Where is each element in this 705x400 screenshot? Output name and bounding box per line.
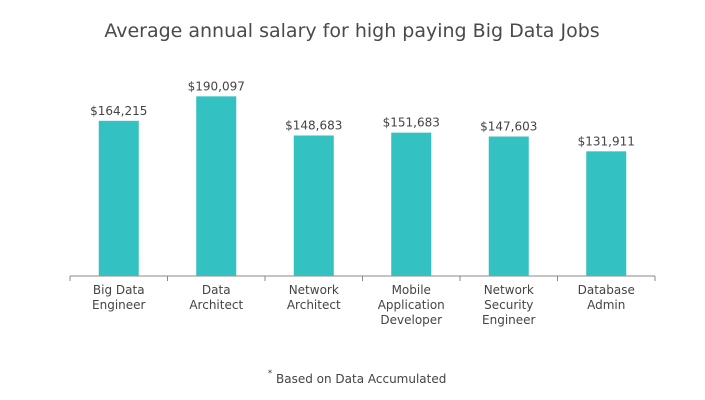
footnote-marker: * <box>268 369 273 379</box>
x-tick-label: Mobile Application Developer <box>378 283 445 327</box>
value-label: $151,683 <box>383 116 440 130</box>
x-tick-label: Network Architect <box>287 283 341 312</box>
x-tick-label: Network Security Engineer <box>482 283 536 327</box>
bar <box>488 136 529 276</box>
value-label: $148,683 <box>285 118 342 132</box>
x-tick-label: Big Data Engineer <box>92 283 146 312</box>
bar <box>293 135 334 276</box>
chart-title: Average annual salary for high paying Bi… <box>104 20 599 42</box>
value-label: $190,097 <box>188 79 245 93</box>
value-label: $147,603 <box>480 120 537 134</box>
footnote: Based on Data Accumulated <box>276 372 446 386</box>
bar <box>586 151 627 276</box>
bar <box>196 96 237 276</box>
x-tick-label: Database Admin <box>578 283 635 312</box>
value-label: $164,215 <box>90 104 147 118</box>
bar <box>391 132 432 276</box>
bar <box>98 120 139 276</box>
x-tick-label: Data Architect <box>189 283 243 312</box>
value-label: $131,911 <box>578 134 635 148</box>
